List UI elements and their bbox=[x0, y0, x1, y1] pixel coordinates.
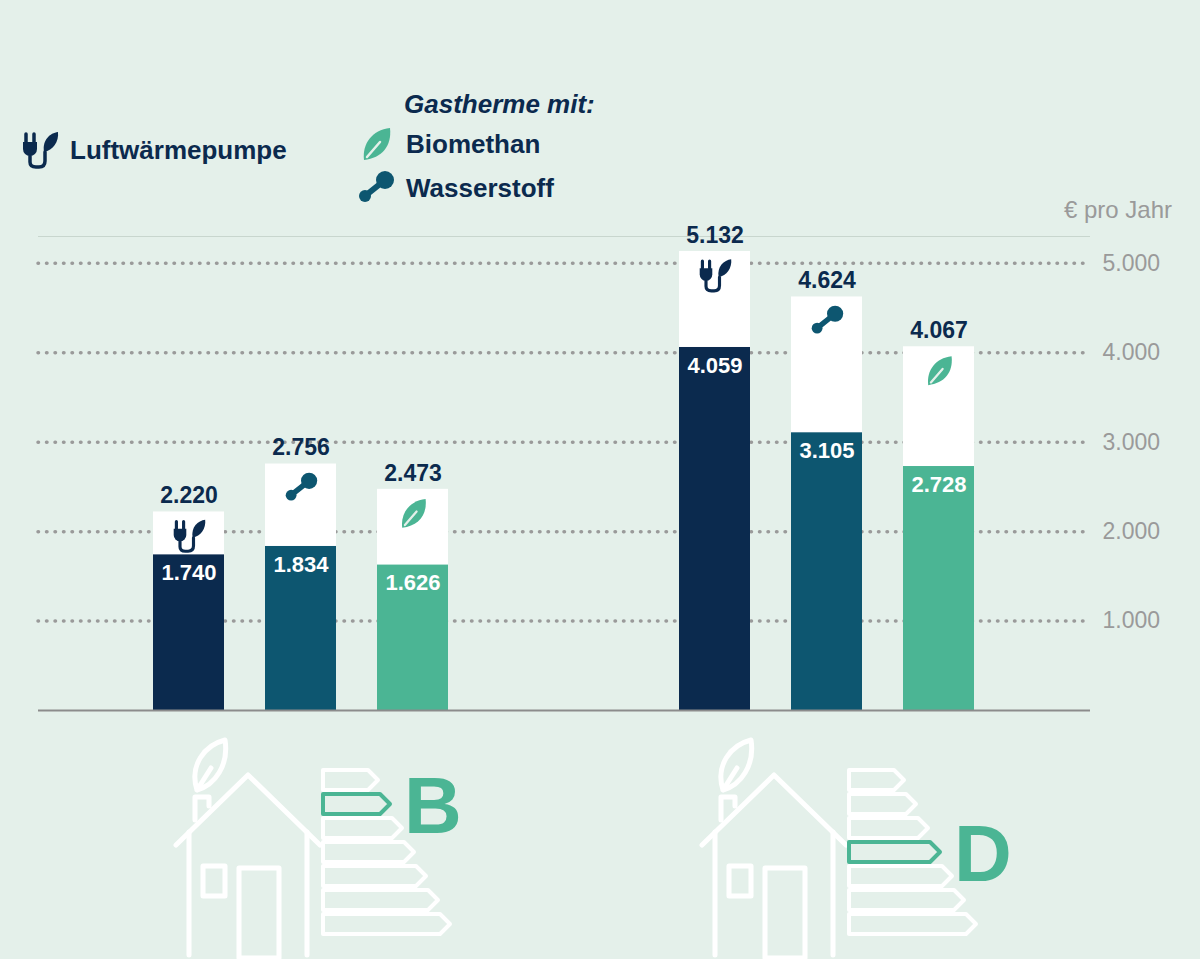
html-text:Luftwärmepumpe: Luftwärmepumpe bbox=[70, 134, 287, 165]
svg-text:2.220: 2.220 bbox=[160, 482, 218, 508]
svg-text:5.132: 5.132 bbox=[686, 222, 744, 248]
svg-text:2.473: 2.473 bbox=[384, 460, 442, 486]
svg-text:4.624: 4.624 bbox=[798, 267, 856, 293]
svg-text:2.756: 2.756 bbox=[272, 434, 330, 460]
svg-text:D: D bbox=[954, 809, 1012, 898]
svg-text:4.000: 4.000 bbox=[1103, 339, 1161, 365]
html-text:€ pro Jahr: € pro Jahr bbox=[1063, 196, 1172, 223]
svg-text:4.067: 4.067 bbox=[910, 317, 968, 343]
svg-text:4.059: 4.059 bbox=[687, 353, 742, 378]
svg-text:3.105: 3.105 bbox=[799, 438, 854, 463]
svg-text:B: B bbox=[404, 761, 462, 850]
html-text:Biomethan: Biomethan bbox=[406, 128, 541, 159]
svg-text:2.728: 2.728 bbox=[911, 472, 966, 497]
svg-text:3.000: 3.000 bbox=[1103, 429, 1161, 455]
html-text:Wasserstoff: Wasserstoff bbox=[406, 172, 554, 203]
svg-text:1.000: 1.000 bbox=[1103, 607, 1161, 633]
svg-text:5.000: 5.000 bbox=[1103, 250, 1161, 276]
svg-text:2.000: 2.000 bbox=[1103, 518, 1161, 544]
html-text:Gastherme mit:: Gastherme mit: bbox=[404, 89, 595, 119]
svg-text:1.740: 1.740 bbox=[161, 560, 216, 585]
svg-text:1.834: 1.834 bbox=[273, 552, 329, 577]
svg-text:1.626: 1.626 bbox=[385, 570, 440, 595]
